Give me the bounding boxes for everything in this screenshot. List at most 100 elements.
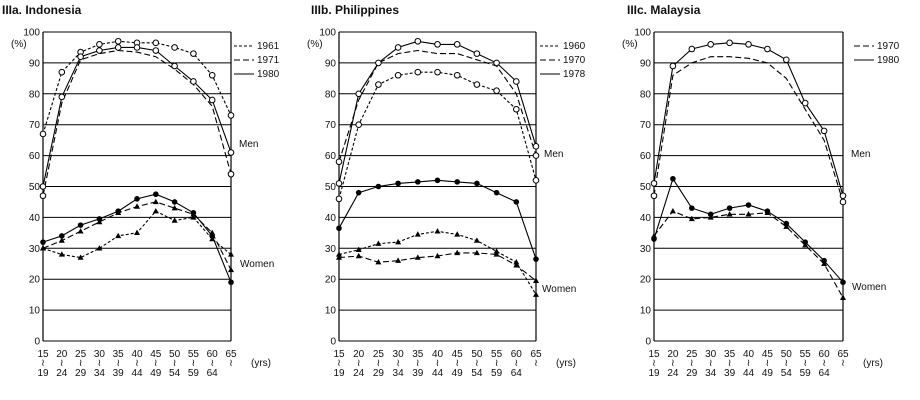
data-point <box>783 56 790 64</box>
data-point <box>688 215 695 222</box>
data-point <box>745 41 752 48</box>
data-point <box>96 47 103 54</box>
y-tick-label: 50 <box>325 182 337 193</box>
data-point <box>513 262 520 268</box>
men-label: Men <box>851 149 870 160</box>
x-tick-label: 64 <box>511 368 523 379</box>
x-tick-separator: ≀ <box>784 358 788 369</box>
data-point <box>454 231 461 237</box>
y-unit-label: (%) <box>11 39 27 50</box>
chart-title: IIIb. Philippines <box>311 3 399 17</box>
data-point <box>227 112 235 119</box>
data-point <box>726 39 733 47</box>
data-point <box>473 249 480 256</box>
data-point <box>58 68 66 76</box>
women-label: Women <box>852 282 886 293</box>
data-point <box>227 149 235 156</box>
x-tick-label: 39 <box>724 368 736 379</box>
data-point <box>152 47 160 54</box>
x-tick-label: 54 <box>169 368 181 379</box>
data-point <box>355 90 363 98</box>
data-point <box>434 41 441 48</box>
data-point <box>39 130 47 138</box>
data-point <box>115 232 122 239</box>
y-tick-label: 0 <box>330 337 336 348</box>
series-line <box>653 42 844 196</box>
y-tick-label: 80 <box>29 89 41 100</box>
x-tick-separator: ≀ <box>671 358 675 369</box>
x-tick-separator: ≀ <box>173 358 177 369</box>
x-tick-label: 59 <box>188 368 200 379</box>
data-point <box>493 251 500 257</box>
series-line <box>338 230 537 295</box>
data-point <box>764 208 771 215</box>
data-point <box>171 62 178 70</box>
x-tick-label: 65 <box>530 349 542 360</box>
data-point <box>208 71 216 79</box>
x-tick-label: 40 <box>432 349 444 360</box>
x-tick-separator: ≀ <box>803 358 807 369</box>
data-point <box>840 279 846 286</box>
data-point <box>473 237 480 243</box>
x-tick-label: 49 <box>150 368 162 379</box>
x-tick-label: 19 <box>37 368 49 379</box>
legend-label: 1978 <box>563 69 586 80</box>
x-tick-label: 25 <box>686 349 698 360</box>
y-tick-label: 40 <box>640 213 652 224</box>
x-tick-label: 30 <box>94 349 106 360</box>
y-tick-label: 60 <box>640 151 652 162</box>
x-tick-label: 45 <box>150 349 162 360</box>
data-point <box>228 251 234 257</box>
data-point <box>669 62 677 70</box>
data-point <box>96 41 103 48</box>
series-line <box>653 56 844 203</box>
x-tick-label: 20 <box>667 349 679 360</box>
data-point <box>335 158 343 166</box>
data-point <box>152 39 160 47</box>
x-tick-label: 60 <box>207 349 219 360</box>
y-tick-label: 80 <box>325 89 337 100</box>
data-point <box>77 254 84 260</box>
chart-panel-1: IIIa. Indonesia (%) 0 10 20 30 40 50 60 70 80 90 100… <box>2 3 280 379</box>
x-tick-label: 54 <box>471 368 483 379</box>
data-point <box>669 208 676 214</box>
data-point <box>133 44 141 51</box>
x-tick-label: 35 <box>412 349 424 360</box>
data-point <box>707 41 715 48</box>
data-point <box>375 183 382 190</box>
y-tick-label: 10 <box>640 306 652 317</box>
y-tick-label: 20 <box>640 275 652 286</box>
data-point <box>96 245 103 251</box>
x-tick-separator: ≀ <box>192 358 196 369</box>
data-point <box>375 259 382 265</box>
data-point <box>39 192 47 200</box>
y-tick-label: 60 <box>325 151 337 162</box>
x-tick-separator: ≀ <box>416 358 420 369</box>
data-point <box>190 209 197 216</box>
men-label: Men <box>544 149 563 160</box>
y-tick-label: 70 <box>640 120 652 131</box>
x-tick-label: 29 <box>373 368 385 379</box>
x-tick-separator: ≀ <box>60 358 64 369</box>
data-point <box>415 179 421 185</box>
data-point <box>335 180 343 187</box>
y-unit-label: (%) <box>307 39 323 50</box>
x-tick-separator: ≀ <box>229 358 233 369</box>
series-line <box>42 201 232 271</box>
data-point <box>473 81 481 88</box>
data-point <box>513 259 520 265</box>
data-point <box>171 44 178 51</box>
data-point <box>434 68 441 76</box>
x-tick-separator: ≀ <box>396 358 400 369</box>
data-point <box>114 37 122 45</box>
data-point <box>454 179 461 185</box>
x-tick-separator: ≀ <box>534 358 538 369</box>
data-point <box>764 45 771 53</box>
x-tick-label: 30 <box>705 349 717 360</box>
x-tick-label: 19 <box>648 368 660 379</box>
x-tick-separator: ≀ <box>709 358 713 369</box>
y-tick-label: 90 <box>325 58 337 69</box>
data-point <box>745 202 752 208</box>
y-tick-label: 20 <box>325 275 337 286</box>
